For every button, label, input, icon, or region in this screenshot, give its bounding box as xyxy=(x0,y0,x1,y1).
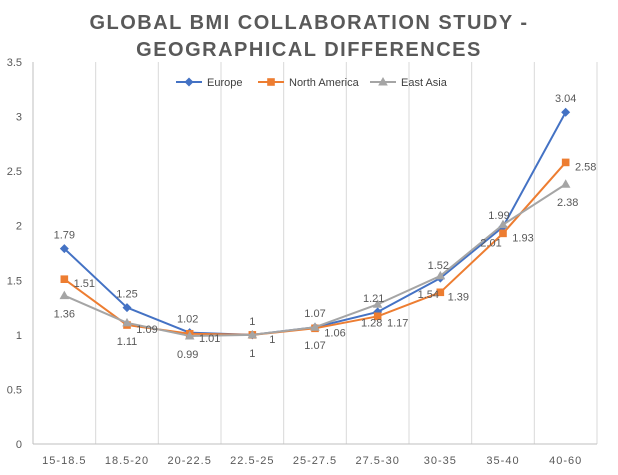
legend-item-north-america: North America xyxy=(258,77,360,89)
data-label: 1.01 xyxy=(199,333,220,345)
point-east-asia xyxy=(560,179,571,188)
legend-marker xyxy=(184,77,194,87)
data-label: 1.07 xyxy=(304,308,325,320)
y-tick-label: 1 xyxy=(16,330,22,342)
data-label: 1.06 xyxy=(324,327,345,339)
legend-label: Europe xyxy=(207,77,242,89)
point-north-america xyxy=(561,158,570,167)
point-east-asia xyxy=(372,299,383,308)
data-label: 1.36 xyxy=(54,309,75,321)
x-tick-label: 18.5-20 xyxy=(105,455,149,467)
point-europe xyxy=(561,107,571,117)
x-tick-label: 22.5-25 xyxy=(230,455,274,467)
point-east-asia xyxy=(310,322,320,331)
y-tick-label: 1.5 xyxy=(7,275,22,287)
legend-marker xyxy=(267,78,275,86)
chart-title-line-1: GLOBAL BMI COLLABORATION STUDY - xyxy=(89,12,528,34)
data-label: 1.17 xyxy=(387,317,408,329)
x-tick-label: 27.5-30 xyxy=(356,455,400,467)
y-tick-label: 3 xyxy=(16,112,22,124)
legend-item-east-asia: East Asia xyxy=(370,77,448,89)
data-label: 1 xyxy=(249,348,255,360)
data-label: 1 xyxy=(249,316,255,328)
point-europe xyxy=(59,244,69,254)
data-label: 2.58 xyxy=(575,161,596,173)
point-north-america xyxy=(499,229,507,238)
point-east-asia xyxy=(247,329,258,339)
x-tick-label: 25-27.5 xyxy=(293,455,337,467)
data-label: 1.11 xyxy=(117,336,138,348)
data-label: 1.52 xyxy=(428,260,449,272)
y-tick-label: 0.5 xyxy=(7,384,22,396)
data-label: 2.01 xyxy=(480,238,501,250)
point-east-asia xyxy=(498,219,508,229)
chart-title-line-2: GEOGRAPHICAL DIFFERENCES xyxy=(136,39,482,61)
point-east-asia xyxy=(184,330,195,340)
x-tick-label: 40-60 xyxy=(549,455,582,467)
legend-label: North America xyxy=(289,77,360,89)
data-label: 1.54 xyxy=(418,289,439,301)
point-north-america xyxy=(373,312,382,321)
point-europe xyxy=(122,303,132,313)
x-tick-label: 30-35 xyxy=(424,455,457,467)
point-east-asia xyxy=(122,317,132,327)
x-tick-label: 20-22.5 xyxy=(168,455,212,467)
point-north-america xyxy=(60,275,69,283)
data-label: 1.39 xyxy=(448,291,469,303)
data-label: 1 xyxy=(269,334,275,346)
data-labels: 1.79 1.25 1.02 1 1.07 1.21 1.52 1.99 3.04 1.51 1.0… xyxy=(54,93,597,361)
y-tick-label: 3.5 xyxy=(7,57,22,69)
data-label: 1.99 xyxy=(488,210,509,222)
data-label: 2.38 xyxy=(557,197,578,209)
point-north-america xyxy=(436,288,445,297)
point-east-asia xyxy=(59,290,70,300)
y-tick-label: 2.5 xyxy=(7,166,22,178)
data-label: 1.79 xyxy=(54,230,75,242)
axes: 00.511.522.533.515-18.5 18.5-20 20-22.5 22.… xyxy=(7,57,597,467)
data-label: 1.28 xyxy=(361,317,382,329)
legend-marker xyxy=(378,77,388,86)
legend-label: East Asia xyxy=(401,77,448,89)
x-tick-label: 35-40 xyxy=(486,455,519,467)
legend: Europe North America East Asia xyxy=(176,77,448,89)
series xyxy=(59,107,571,340)
legend-item-europe: Europe xyxy=(176,77,242,89)
gridlines xyxy=(95,62,598,444)
x-tick-label: 15-18.5 xyxy=(42,455,86,467)
data-label: 1.51 xyxy=(74,278,95,290)
point-east-asia xyxy=(435,270,446,280)
series-line-europe xyxy=(63,111,567,336)
data-label: 1.93 xyxy=(512,232,533,244)
data-label: 1.07 xyxy=(304,340,325,352)
data-label: 3.04 xyxy=(555,93,576,105)
data-label: 1.02 xyxy=(177,314,198,326)
data-label: 0.99 xyxy=(177,349,198,361)
data-label: 1.09 xyxy=(136,324,157,336)
data-label: 1.25 xyxy=(116,289,137,301)
y-tick-label: 2 xyxy=(16,221,22,233)
y-tick-label: 0 xyxy=(16,439,22,451)
data-label: 1.21 xyxy=(363,293,384,305)
